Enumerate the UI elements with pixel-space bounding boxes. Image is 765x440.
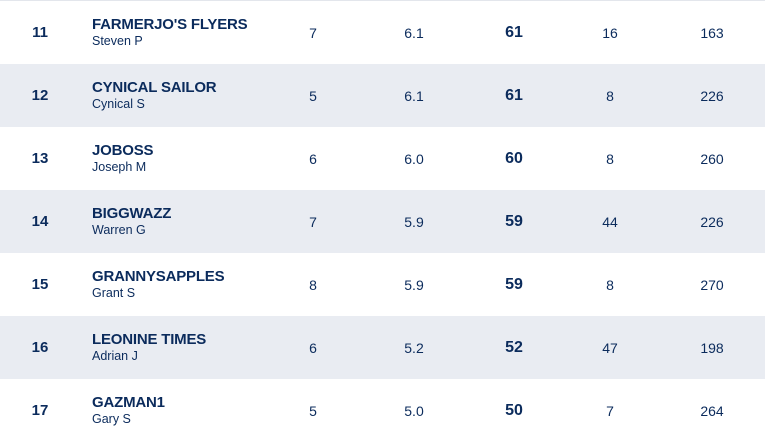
points: 60 [505,149,523,167]
average: 5.9 [404,276,424,293]
manager-name: Cynical S [92,97,145,111]
played: 7 [309,213,317,230]
points: 59 [505,275,523,293]
rank: 16 [31,339,49,356]
manager-name: Gary S [92,412,131,426]
rank: 12 [31,87,49,104]
stat-b: 260 [700,150,724,167]
team-name: BIGGWAZZ [92,205,172,222]
manager-name: Warren G [92,223,146,237]
stat-a: 7 [606,402,614,419]
team-name: CYNICAL SAILOR [92,79,217,96]
team-name: LEONINE TIMES [92,331,207,348]
table-row: 15 GRANNYSAPPLES Grant S 8 5.9 59 8 270 [0,253,765,316]
average: 6.0 [404,150,424,167]
team-cell: LEONINE TIMES Adrian J [92,316,292,379]
played: 5 [309,402,317,419]
stat-b: 226 [700,213,724,230]
played: 6 [309,339,317,356]
table-row: 16 LEONINE TIMES Adrian J 6 5.2 52 47 198 [0,316,765,379]
stat-a: 8 [606,150,614,167]
team-cell: CYNICAL SAILOR Cynical S [92,64,292,127]
average: 5.9 [404,213,424,230]
rank: 15 [31,276,49,293]
rank: 11 [32,24,48,41]
stat-b: 270 [700,276,724,293]
stat-a: 16 [602,24,618,41]
played: 5 [309,87,317,104]
average: 6.1 [404,87,424,104]
table-row: 17 GAZMAN1 Gary S 5 5.0 50 7 264 [0,379,765,440]
team-cell: FARMERJO'S FLYERS Steven P [92,1,292,64]
team-cell: JOBOSS Joseph M [92,127,292,190]
average: 5.0 [404,402,424,419]
table-row: 11 FARMERJO'S FLYERS Steven P 7 6.1 61 16 163 [0,1,765,64]
stat-a: 47 [602,339,618,356]
points: 59 [505,212,523,230]
stat-a: 8 [606,87,614,104]
points: 61 [505,86,523,104]
played: 6 [309,150,317,167]
table-row: 14 BIGGWAZZ Warren G 7 5.9 59 44 226 [0,190,765,253]
stat-b: 163 [700,24,724,41]
manager-name: Grant S [92,286,136,300]
team-name: GAZMAN1 [92,394,165,411]
points: 61 [505,23,523,41]
team-name: GRANNYSAPPLES [92,268,225,285]
team-name: FARMERJO'S FLYERS [92,16,248,33]
manager-name: Adrian J [92,349,138,363]
played: 8 [309,276,317,293]
average: 5.2 [404,339,424,356]
rank: 17 [31,402,49,419]
stat-b: 264 [700,402,724,419]
stat-b: 198 [700,339,724,356]
table-row: 13 JOBOSS Joseph M 6 6.0 60 8 260 [0,127,765,190]
team-cell: GAZMAN1 Gary S [92,379,292,440]
played: 7 [309,24,317,41]
team-name: JOBOSS [92,142,154,159]
rank: 14 [31,213,49,230]
table-row: 12 CYNICAL SAILOR Cynical S 5 6.1 61 8 226 [0,64,765,127]
average: 6.1 [404,24,424,41]
points: 52 [505,338,523,356]
team-cell: GRANNYSAPPLES Grant S [92,253,292,316]
stat-b: 226 [700,87,724,104]
stat-a: 8 [606,276,614,293]
stat-a: 44 [602,213,618,230]
rank: 13 [31,150,49,167]
manager-name: Joseph M [92,160,147,174]
team-cell: BIGGWAZZ Warren G [92,190,292,253]
points: 50 [505,401,523,419]
manager-name: Steven P [92,34,143,48]
